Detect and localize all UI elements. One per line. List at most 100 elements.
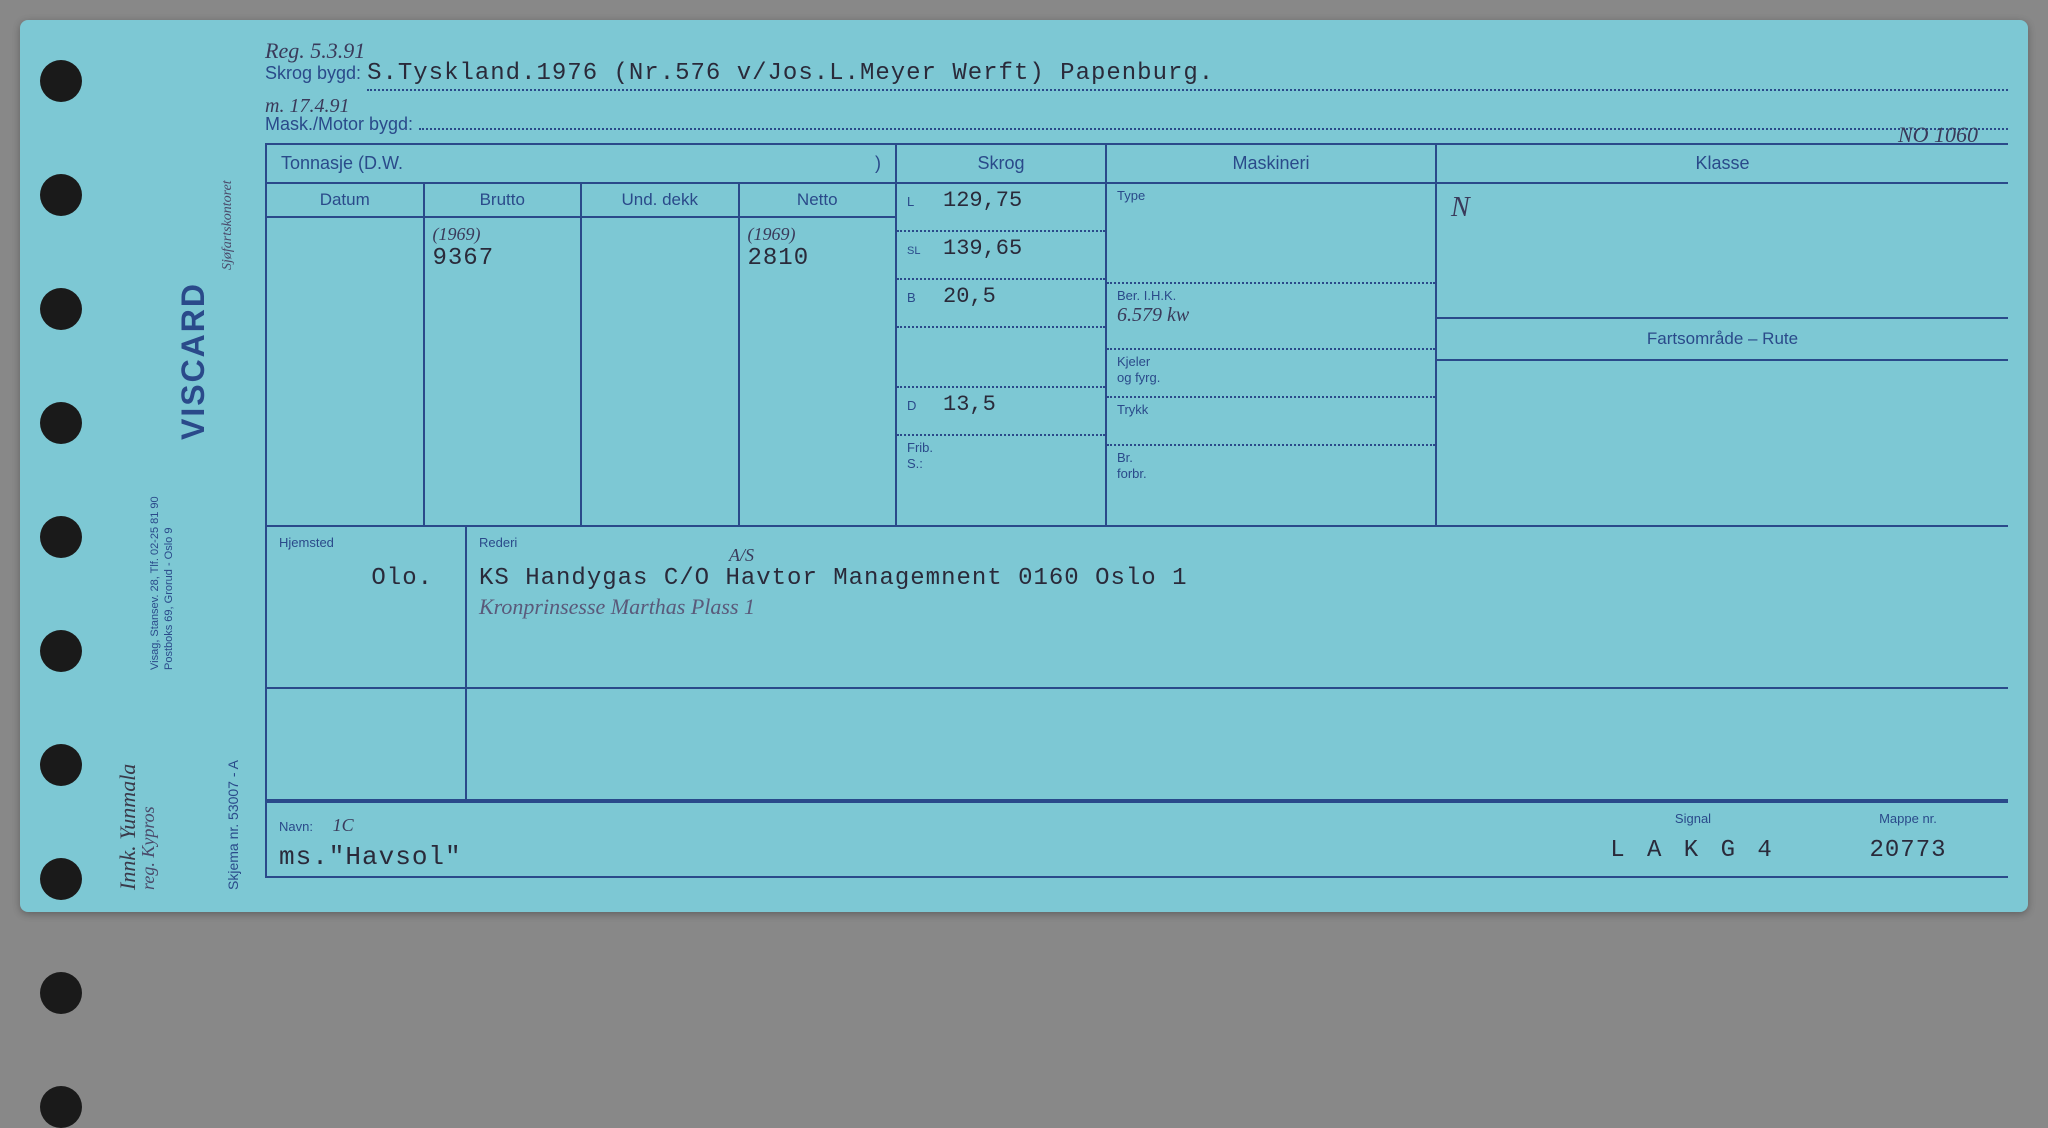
rederi-cell: Rederi A/S KS Handygas C/O Havtor Manage… (467, 527, 2008, 687)
skrog-SL: 139,65 (943, 236, 1022, 261)
brutto-cell: (1969) 9367 (425, 218, 583, 525)
rederi-address-hand: Kronprinsesse Marthas Plass 1 (479, 594, 1996, 620)
header-block: Reg. 5.3.91 Skrog bygd: S.Tyskland.1976 … (265, 20, 2008, 135)
klasse-value: N (1451, 192, 1470, 223)
skrog-empty-row (897, 328, 1105, 388)
navn-cell: Navn: 1C ms."Havsol" (267, 811, 1578, 876)
mappe-label: Mappe nr. (1808, 811, 2008, 827)
unddekk-cell (582, 218, 740, 525)
tonnage-close: ) (875, 153, 881, 174)
brand-address-line2: Postboks 69, Grorud - Oslo 9 (162, 370, 176, 670)
brand-address-line1: Visag, Stansev. 28, Tlf. 02-25 81 90 (148, 370, 162, 670)
maskineri-header: Maskineri (1107, 145, 1435, 184)
main-content: Reg. 5.3.91 Skrog bygd: S.Tyskland.1976 … (265, 20, 2008, 892)
spec-row: Tonnasje (D.W. ) Datum Brutto Und. dekk … (267, 145, 2008, 527)
klasse-value-cell: N (1437, 184, 2008, 319)
ihk-label: Ber. I.H.K. (1117, 288, 1176, 304)
type-row: Type (1107, 184, 1435, 284)
type-label: Type (1117, 188, 1145, 204)
netto-value: 2810 (748, 245, 888, 272)
fart-value-cell (1437, 361, 2008, 525)
ihk-value: 6.579 kw (1117, 304, 1189, 327)
hjemsted-label: Hjemsted (279, 535, 453, 551)
netto-note: (1969) (748, 224, 888, 245)
mappe-value: 20773 (1808, 837, 2008, 864)
klasse-header: Klasse (1437, 145, 2008, 184)
kjeler-label: Kjeler og fyrg. (1117, 354, 1160, 385)
skrog-block: Skrog L129,75 SL139,65 B20,5 D13,5 Frib.… (897, 145, 1107, 525)
skjema-nr: Skjema nr. 53007 - A (225, 760, 241, 890)
kjeler-row: Kjeler og fyrg. (1107, 350, 1435, 398)
brutto-value: 9367 (433, 245, 573, 272)
col-datum: Datum (267, 184, 425, 216)
spacer-cell-1 (267, 689, 467, 799)
tonnage-label: Tonnasje (D.W. (281, 153, 403, 173)
brand-address: Visag, Stansev. 28, Tlf. 02-25 81 90 Pos… (148, 370, 177, 670)
klasse-block: Klasse N Fartsområde – Rute (1437, 145, 2008, 525)
fart-label: Fartsområde – Rute (1437, 319, 2008, 361)
spacer-row (267, 689, 2008, 801)
brutto-note: (1969) (433, 224, 573, 245)
skrog-bygd-label: Skrog bygd: (265, 63, 361, 84)
tonnage-block: Tonnasje (D.W. ) Datum Brutto Und. dekk … (267, 145, 897, 525)
signal-label: Signal (1578, 811, 1808, 827)
maskineri-block: Maskineri Type Ber. I.H.K. 6.579 kw Kjel… (1107, 145, 1437, 525)
brand-viscard: VISCARD (175, 282, 212, 440)
hole (40, 630, 82, 672)
main-grid: Tonnasje (D.W. ) Datum Brutto Und. dekk … (265, 143, 2008, 878)
skrog-D-row: D13,5 (897, 388, 1105, 436)
skrog-L: 129,75 (943, 188, 1022, 213)
rederi-row: Hjemsted Olo. Rederi A/S KS Handygas C/O… (267, 527, 2008, 689)
navn-note: 1C (333, 815, 354, 835)
skrog-bygd-value: S.Tyskland.1976 (Nr.576 v/Jos.L.Meyer We… (367, 60, 1214, 87)
skrog-bygd-row: Skrog bygd: S.Tyskland.1976 (Nr.576 v/Jo… (265, 60, 2008, 91)
skrog-B: 20,5 (943, 284, 996, 309)
navn-value: ms."Havsol" (279, 842, 1566, 872)
side-handwriting-2: reg. Kypros (138, 806, 159, 890)
hole (40, 60, 82, 102)
signal-cell: Signal L A K G 4 (1578, 811, 1808, 876)
tonnage-header: Tonnasje (D.W. ) (267, 145, 895, 184)
skrog-frib-row: Frib. S.: (897, 436, 1105, 525)
no-note: NO 1060 (1898, 122, 1978, 148)
hjemsted-cell: Hjemsted Olo. (267, 527, 467, 687)
skrog-B-row: B20,5 (897, 280, 1105, 328)
br-row: Br. forbr. (1107, 446, 1435, 525)
col-unddekk: Und. dekk (582, 184, 740, 216)
index-card: VISCARD Visag, Stansev. 28, Tlf. 02-25 8… (20, 20, 2028, 912)
tonnage-subheader: Datum Brutto Und. dekk Netto (267, 184, 895, 218)
punch-holes (40, 60, 82, 1128)
hole (40, 516, 82, 558)
bottom-row: Navn: 1C ms."Havsol" Signal L A K G 4 Ma… (267, 801, 2008, 876)
hole (40, 1086, 82, 1128)
hole (40, 744, 82, 786)
hole (40, 402, 82, 444)
frib-label: Frib. S.: (907, 440, 933, 471)
hole (40, 972, 82, 1014)
mappe-cell: Mappe nr. 20773 (1808, 811, 2008, 876)
navn-label: Navn: (279, 819, 313, 834)
mask-bygd-row: Mask./Motor bygd: NO 1060 (265, 114, 2008, 135)
netto-cell: (1969) 2810 (740, 218, 896, 525)
rederi-as-note: A/S (729, 545, 754, 566)
br-label: Br. forbr. (1117, 450, 1147, 481)
signal-value: L A K G 4 (1578, 837, 1808, 864)
mask-bygd-label: Mask./Motor bygd: (265, 114, 413, 135)
col-netto: Netto (740, 184, 896, 216)
rederi-label: Rederi (479, 535, 1996, 551)
tonnage-data: (1969) 9367 (1969) 2810 (267, 218, 895, 525)
skrog-header: Skrog (897, 145, 1105, 184)
hole (40, 174, 82, 216)
skrog-L-row: L129,75 (897, 184, 1105, 232)
rederi-value: KS Handygas C/O Havtor Managemnent 0160 … (479, 565, 1188, 592)
trykk-row: Trykk (1107, 398, 1435, 446)
side-label-sjofart: Sjøfartskontoret (220, 180, 236, 270)
skrog-SL-row: SL139,65 (897, 232, 1105, 280)
spacer-cell-2 (467, 689, 2008, 799)
col-brutto: Brutto (425, 184, 583, 216)
skrog-D: 13,5 (943, 392, 996, 417)
ihk-row: Ber. I.H.K. 6.579 kw (1107, 284, 1435, 350)
hole (40, 288, 82, 330)
trykk-label: Trykk (1117, 402, 1148, 418)
hjemsted-value: Olo. (279, 565, 453, 592)
